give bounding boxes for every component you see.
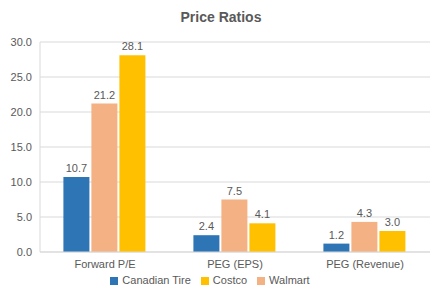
svg-text:4.3: 4.3 — [357, 207, 372, 219]
svg-text:Forward P/E: Forward P/E — [74, 258, 135, 270]
svg-text:10.0: 10.0 — [11, 176, 32, 188]
svg-text:5.0: 5.0 — [17, 211, 32, 223]
svg-text:1.2: 1.2 — [329, 229, 344, 241]
svg-text:10.7: 10.7 — [66, 162, 87, 174]
svg-text:21.2: 21.2 — [94, 89, 115, 101]
svg-text:PEG (EPS): PEG (EPS) — [207, 258, 263, 270]
svg-text:0.0: 0.0 — [17, 246, 32, 258]
html-text:Costco: Costco — [212, 274, 248, 286]
svg-text:25.0: 25.0 — [11, 71, 32, 83]
html-text:Walmart: Walmart — [269, 274, 310, 286]
svg-text:3.0: 3.0 — [385, 216, 400, 228]
svg-text:20.0: 20.0 — [11, 106, 32, 118]
svg-text:15.0: 15.0 — [11, 141, 32, 153]
svg-text:28.1: 28.1 — [122, 40, 143, 52]
svg-text:2.4: 2.4 — [199, 220, 214, 232]
svg-text:7.5: 7.5 — [227, 185, 242, 197]
svg-text:4.1: 4.1 — [255, 208, 270, 220]
svg-text:30.0: 30.0 — [11, 36, 32, 48]
html-text:Canadian Tire: Canadian Tire — [122, 274, 191, 286]
svg-text:PEG (Revenue): PEG (Revenue) — [326, 258, 404, 270]
html-text:Price Ratios: Price Ratios — [180, 9, 262, 25]
